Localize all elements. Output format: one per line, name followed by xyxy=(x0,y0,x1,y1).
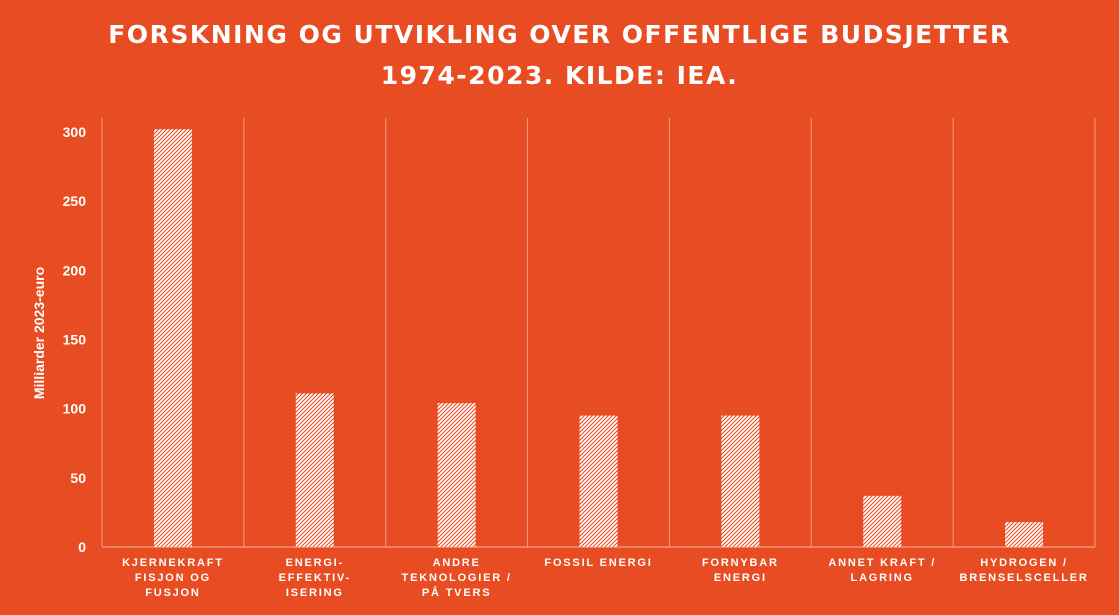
bar xyxy=(863,495,902,547)
bar xyxy=(721,415,760,547)
x-tick-label: TEKNOLOGIER / xyxy=(402,572,512,584)
x-tick-label: BRENSELSCELLER xyxy=(960,572,1089,584)
y-tick-label: 200 xyxy=(63,262,87,278)
bar xyxy=(579,415,618,547)
bar xyxy=(153,129,192,547)
x-tick-label: ANDRE xyxy=(433,557,481,569)
x-tick-label: KJERNEKRAFT xyxy=(122,557,224,569)
x-tick-label: HYDROGEN / xyxy=(980,557,1068,569)
x-tick-label: FORNYBAR xyxy=(702,557,779,569)
bar xyxy=(295,393,334,547)
chart-title-line-2: 1974-2023. KILDE: IEA. xyxy=(380,61,739,90)
x-tick-label: ANNET KRAFT / xyxy=(828,557,936,569)
x-tick-label: FUSJON xyxy=(145,587,200,599)
x-tick-label: ENERGI- xyxy=(286,557,344,569)
y-tick-label: 0 xyxy=(78,539,86,555)
y-tick-label: 150 xyxy=(63,332,87,348)
y-tick-label: 300 xyxy=(63,124,87,140)
x-tick-label: EFFEKTIV- xyxy=(279,572,351,584)
chart-title-line-1: FORSKNING OG UTVIKLING OVER OFFENTLIGE B… xyxy=(108,20,1011,49)
y-tick-label: 50 xyxy=(70,470,86,486)
x-tick-label: ENERGI xyxy=(714,572,767,584)
y-tick-label: 100 xyxy=(63,401,87,417)
x-tick-label: ISERING xyxy=(286,587,344,599)
y-tick-label: 250 xyxy=(63,193,87,209)
bar xyxy=(437,403,476,547)
x-tick-label: FOSSIL ENERGI xyxy=(544,557,652,569)
x-tick-label: FISJON OG xyxy=(135,572,211,584)
x-tick-label: LAGRING xyxy=(851,572,914,584)
y-axis-title: Milliarder 2023-euro xyxy=(31,267,47,399)
bar xyxy=(1005,522,1044,547)
x-tick-label: PÅ TVERS xyxy=(422,586,491,599)
